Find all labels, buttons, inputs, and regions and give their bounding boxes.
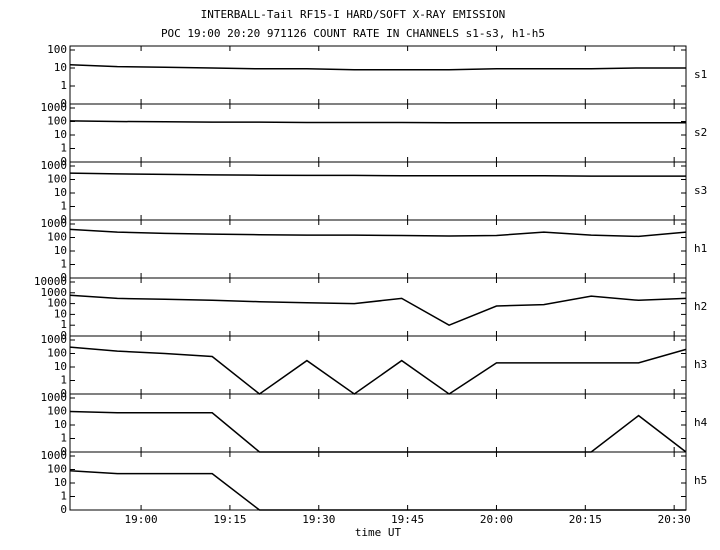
- data-line: [69, 228, 687, 238]
- y-tick-label: 10: [54, 128, 67, 141]
- y-tick-label: 100: [47, 43, 67, 56]
- y-tick-label: 0: [60, 213, 67, 226]
- x-tick-label: 20:15: [569, 513, 602, 526]
- y-tick-label: 10: [54, 244, 67, 257]
- data-line: [69, 346, 687, 395]
- x-tick-label: 19:30: [302, 513, 335, 526]
- chart-title: INTERBALL-Tail RF15-I HARD/SOFT X-RAY EM…: [201, 8, 506, 21]
- y-tick-label: 0: [60, 271, 67, 284]
- data-line: [69, 64, 686, 71]
- y-tick-label: 10: [54, 476, 67, 489]
- y-tick-label: 0: [60, 155, 67, 168]
- y-tick-label: 1: [60, 79, 67, 92]
- y-tick-label: 100: [47, 463, 67, 476]
- y-tick-label: 0: [60, 387, 67, 400]
- y-tick-label: 1: [60, 374, 67, 387]
- panel-frame: [69, 277, 687, 337]
- y-tick-label: 0: [60, 329, 67, 342]
- panel-label: s1: [694, 68, 707, 81]
- y-tick-label: 1000: [41, 101, 68, 114]
- panel-frame: [69, 103, 687, 163]
- y-tick-label: 100: [47, 115, 67, 128]
- panel-frame: [69, 45, 687, 105]
- data-line: [69, 172, 686, 177]
- panel-label: h4: [694, 416, 708, 429]
- panel-frame: [69, 393, 687, 453]
- panel-label: s3: [694, 184, 707, 197]
- y-tick-label: 10: [54, 61, 67, 74]
- y-tick-label: 1000: [41, 159, 68, 172]
- x-tick-label: 20:00: [480, 513, 513, 526]
- y-tick-label: 1: [60, 200, 67, 213]
- y-tick-label: 100: [47, 173, 67, 186]
- y-tick-label: 0: [60, 97, 67, 110]
- y-tick-label: 10: [54, 307, 67, 320]
- y-tick-label: 10: [54, 186, 67, 199]
- y-tick-label: 1: [60, 432, 67, 445]
- y-tick-label: 100: [47, 297, 67, 310]
- panel-label: s2: [694, 126, 707, 139]
- y-tick-label: 10: [54, 360, 67, 373]
- y-tick-label: 10: [54, 418, 67, 431]
- panel-frame: [69, 219, 687, 279]
- panel-frame: [69, 335, 687, 395]
- panel-label: h3: [694, 358, 707, 371]
- data-line: [69, 120, 686, 124]
- panel-frame: [69, 451, 687, 511]
- x-tick-label: 19:45: [391, 513, 424, 526]
- y-tick-label: 100: [47, 347, 67, 360]
- panel-frame: [69, 161, 687, 221]
- y-tick-label: 1: [60, 490, 67, 503]
- y-tick-label: 1000: [41, 217, 68, 230]
- y-tick-label: 1: [60, 258, 67, 271]
- x-tick-label: 20:30: [658, 513, 691, 526]
- y-tick-label: 1: [60, 318, 67, 331]
- data-line: [69, 294, 687, 327]
- y-tick-label: 1000: [41, 286, 68, 299]
- panel-label: h2: [694, 300, 707, 313]
- y-tick-label: 1000: [41, 391, 68, 404]
- x-axis-label: time UT: [355, 526, 402, 539]
- data-line: [69, 410, 687, 453]
- chart-subtitle: POC 19:00 20:20 971126 COUNT RATE IN CHA…: [161, 27, 545, 40]
- y-tick-label: 100: [47, 231, 67, 244]
- x-tick-label: 19:00: [125, 513, 158, 526]
- y-tick-label: 10000: [34, 275, 67, 288]
- x-tick-label: 19:15: [213, 513, 246, 526]
- data-line: [69, 470, 686, 511]
- y-tick-label: 100: [47, 405, 67, 418]
- y-tick-label: 0: [60, 445, 67, 458]
- y-tick-label: 1000: [41, 449, 68, 462]
- y-tick-label: 1000: [41, 333, 68, 346]
- panel-label: h5: [694, 474, 707, 487]
- panel-label: h1: [694, 242, 707, 255]
- y-tick-label: 0: [60, 503, 67, 516]
- y-tick-label: 1: [60, 142, 67, 155]
